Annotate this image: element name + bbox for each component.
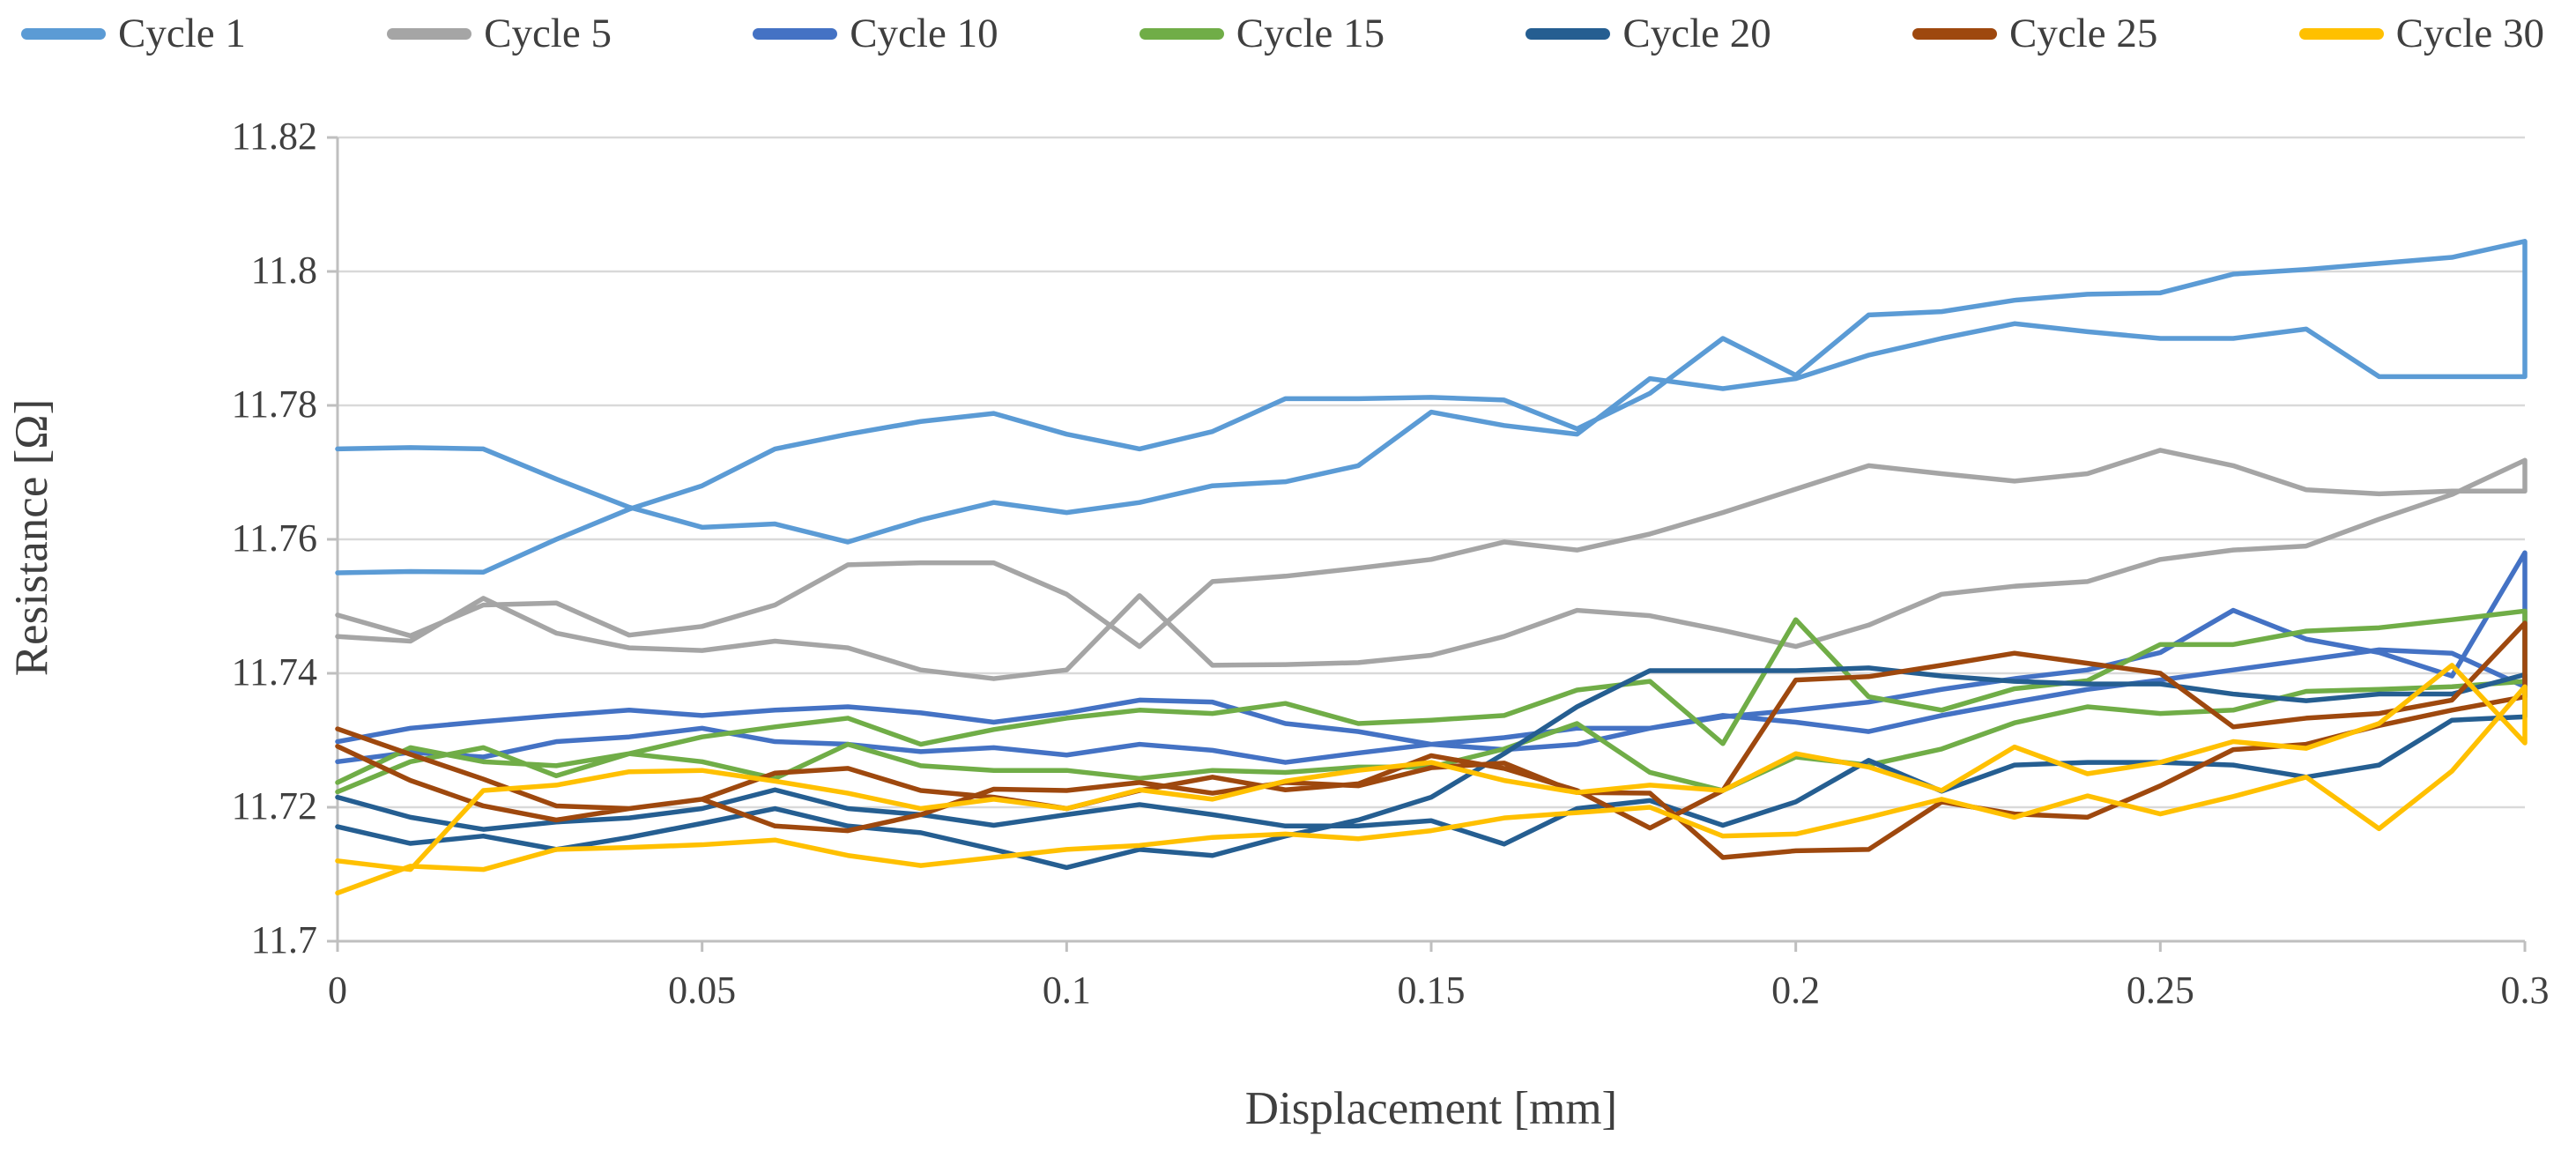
legend-line-swatch bbox=[1526, 27, 1611, 40]
series-cycle-30-line bbox=[335, 663, 2528, 896]
series-cycle-1-line bbox=[335, 239, 2528, 575]
legend-item-cycle-15: Cycle 15 bbox=[1139, 10, 1385, 56]
legend-item-cycle-10: Cycle 10 bbox=[753, 10, 998, 56]
legend-label: Cycle 20 bbox=[1622, 10, 1771, 56]
legend-label: Cycle 1 bbox=[118, 10, 246, 56]
legend-label: Cycle 25 bbox=[2008, 10, 2158, 56]
legend-item-cycle-5: Cycle 5 bbox=[387, 10, 612, 56]
x-tick-label: 0.15 bbox=[1397, 969, 1466, 1012]
legend-label: Cycle 30 bbox=[2395, 10, 2544, 56]
legend-line-swatch bbox=[753, 27, 838, 40]
legend-item-cycle-30: Cycle 30 bbox=[2298, 10, 2544, 56]
series-cycle-5-line bbox=[335, 448, 2528, 681]
legend-line-swatch bbox=[387, 27, 472, 40]
x-tick-label: 0 bbox=[328, 969, 347, 1012]
y-tick-label: 11.76 bbox=[231, 516, 317, 560]
x-tick-label: 0.2 bbox=[1771, 969, 1821, 1012]
legend-label: Cycle 10 bbox=[850, 10, 998, 56]
y-tick-label: 11.72 bbox=[231, 784, 317, 828]
legend-line-swatch bbox=[21, 27, 106, 40]
x-tick-label: 0.05 bbox=[668, 969, 737, 1012]
y-tick-label: 11.7 bbox=[250, 918, 317, 961]
y-tick-label: 11.82 bbox=[231, 115, 317, 158]
legend: Cycle 1 Cycle 5 Cycle 10 Cycle 15 Cycle 20 Cy… bbox=[0, 5, 2576, 62]
legend-label: Cycle 5 bbox=[484, 10, 612, 56]
legend-line-swatch bbox=[2298, 27, 2384, 40]
legend-line-swatch bbox=[1912, 27, 1997, 40]
legend-line-swatch bbox=[1139, 27, 1224, 40]
legend-item-cycle-1: Cycle 1 bbox=[21, 10, 246, 56]
x-axis-title: Displacement [mm] bbox=[1244, 1083, 1618, 1134]
y-tick-label: 11.78 bbox=[231, 382, 317, 426]
x-tick-label: 0.1 bbox=[1042, 969, 1091, 1012]
y-tick-label: 11.74 bbox=[231, 650, 317, 694]
y-tick-label: 11.8 bbox=[250, 249, 317, 292]
y-axis-title: Resistance [Ω] bbox=[6, 398, 57, 677]
legend-item-cycle-25: Cycle 25 bbox=[1912, 10, 2158, 56]
legend-label: Cycle 15 bbox=[1236, 10, 1385, 56]
x-tick-label: 0.3 bbox=[2500, 969, 2550, 1012]
legend-item-cycle-20: Cycle 20 bbox=[1526, 10, 1771, 56]
x-tick-label: 0.25 bbox=[2126, 969, 2194, 1012]
